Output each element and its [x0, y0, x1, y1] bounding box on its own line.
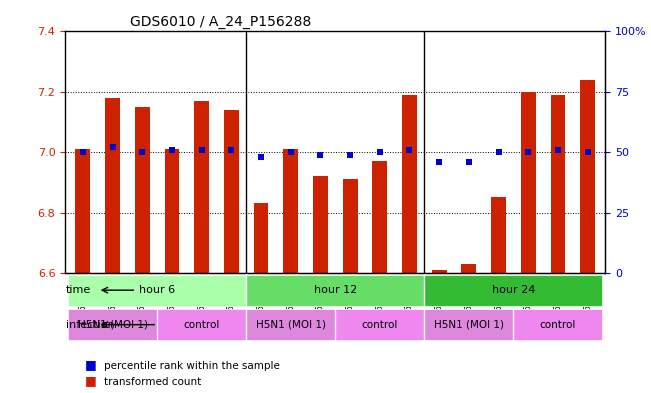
- Bar: [76, 149, 90, 273]
- Text: GDS6010 / A_24_P156288: GDS6010 / A_24_P156288: [130, 15, 311, 29]
- Text: hour 24: hour 24: [492, 285, 535, 295]
- Bar: [580, 80, 595, 273]
- Bar: [165, 149, 180, 273]
- Text: H5N1 (MOI 1): H5N1 (MOI 1): [256, 320, 326, 330]
- Text: hour 12: hour 12: [314, 285, 357, 295]
- Text: H5N1 (MOI 1): H5N1 (MOI 1): [77, 320, 148, 330]
- Text: ■: ■: [85, 358, 96, 371]
- Bar: [432, 270, 447, 273]
- Text: control: control: [361, 320, 398, 330]
- Bar: [521, 92, 536, 273]
- Bar: [254, 204, 268, 273]
- Text: time: time: [66, 285, 91, 295]
- Bar: [105, 98, 120, 273]
- Text: hour 6: hour 6: [139, 285, 175, 295]
- Bar: [224, 110, 239, 273]
- Text: control: control: [184, 320, 220, 330]
- Bar: [194, 101, 209, 273]
- Text: ■: ■: [85, 374, 96, 387]
- Bar: [342, 179, 357, 273]
- FancyBboxPatch shape: [157, 309, 246, 340]
- Bar: [402, 95, 417, 273]
- Bar: [283, 149, 298, 273]
- Text: transformed count: transformed count: [104, 377, 201, 387]
- Bar: [135, 107, 150, 273]
- FancyBboxPatch shape: [246, 309, 335, 340]
- FancyBboxPatch shape: [68, 275, 246, 306]
- Text: H5N1 (MOI 1): H5N1 (MOI 1): [434, 320, 504, 330]
- Bar: [551, 95, 565, 273]
- Bar: [313, 176, 328, 273]
- FancyBboxPatch shape: [424, 275, 602, 306]
- Bar: [491, 197, 506, 273]
- Text: infection: infection: [66, 320, 115, 330]
- FancyBboxPatch shape: [424, 309, 514, 340]
- Bar: [372, 161, 387, 273]
- FancyBboxPatch shape: [68, 309, 157, 340]
- Bar: [462, 264, 477, 273]
- FancyBboxPatch shape: [246, 275, 424, 306]
- FancyBboxPatch shape: [335, 309, 424, 340]
- FancyBboxPatch shape: [514, 309, 602, 340]
- Text: control: control: [540, 320, 576, 330]
- Text: percentile rank within the sample: percentile rank within the sample: [104, 362, 280, 371]
